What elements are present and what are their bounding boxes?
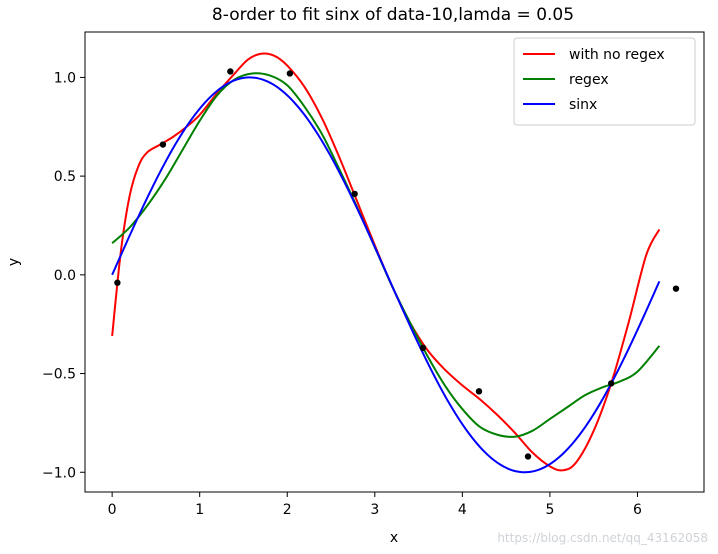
y-tick-label: −0.5	[42, 367, 76, 383]
legend-label-sinx: sinx	[569, 97, 597, 113]
y-tick-label: 0.5	[54, 169, 76, 185]
x-tick-label: 6	[633, 502, 642, 518]
legend-label-regex: regex	[569, 72, 609, 88]
data-point	[475, 388, 483, 395]
y-axis-label: y	[6, 258, 22, 266]
x-tick-label: 3	[370, 502, 379, 518]
x-tick-label: 5	[545, 502, 554, 518]
series-line-regex	[111, 72, 661, 438]
legend: with no regex regex sinx	[513, 37, 696, 126]
data-point	[524, 453, 532, 460]
data-point	[672, 285, 680, 292]
data-point	[227, 68, 234, 75]
plot-area	[84, 31, 705, 493]
watermark-text: https://blog.csdn.net/qq_43162058	[497, 531, 708, 545]
data-point	[607, 380, 615, 387]
x-tick-label: 4	[458, 502, 467, 518]
chart-title: 8-order to fit sinx of data-10,lamda = 0…	[212, 5, 574, 25]
series-line-sinx	[111, 76, 661, 474]
y-tick-label: 0.0	[54, 268, 76, 284]
data-point	[159, 141, 167, 148]
data-point	[114, 279, 121, 286]
y-axis: −1.0 −0.5 0.0 0.5 1.0	[42, 70, 85, 481]
x-tick-label: 1	[195, 502, 204, 518]
y-tick-label: −1.0	[42, 465, 76, 481]
legend-label-with-no-regex: with no regex	[569, 47, 665, 63]
x-tick-label: 0	[108, 502, 117, 518]
x-axis: 0 1 2 3 4 5 6	[108, 492, 642, 518]
legend-box	[513, 37, 696, 126]
x-axis-label: x	[390, 530, 398, 546]
plot-frame	[84, 31, 705, 493]
data-point	[286, 70, 294, 77]
series-line-with-no-regex	[111, 52, 661, 472]
x-tick-label: 2	[283, 502, 292, 518]
data-point	[419, 344, 427, 352]
data-point	[351, 190, 358, 198]
y-tick-label: 1.0	[54, 70, 76, 86]
